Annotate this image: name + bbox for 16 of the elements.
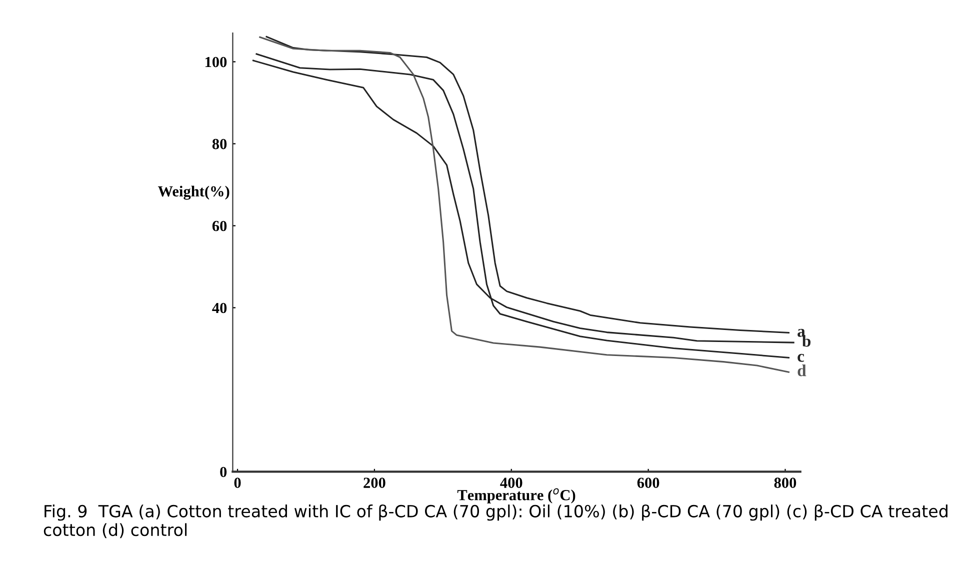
x-tick-label: 0: [234, 478, 241, 488]
x-tick-label: 400: [500, 478, 522, 488]
y-tick-label: 40: [212, 302, 227, 314]
y-tick-label: 80: [212, 138, 227, 150]
x-tick-label: 200: [364, 478, 386, 488]
y-tick-label: 100: [205, 56, 227, 68]
y-tick-label: 0: [220, 466, 227, 478]
series-label: b: [802, 334, 811, 347]
x-tick-label: 600: [637, 478, 660, 488]
caption: Fig. 9 TGA (a) Cotton treated with IC of β-CD CA (70 gpl): Oil (10%) (b) β-CD CA (70 gpl) (c) β-CD CA treated cotton (d) control: [44, 504, 948, 538]
x-axis-title: Temperature ($^{o}$C): [457, 488, 576, 504]
x-tick-label: 800: [774, 478, 796, 488]
y-axis-title: Weight(%): [158, 186, 230, 200]
series-label: d: [798, 364, 806, 376]
series-label: c: [798, 354, 804, 362]
y-tick-label: 60: [212, 220, 227, 232]
